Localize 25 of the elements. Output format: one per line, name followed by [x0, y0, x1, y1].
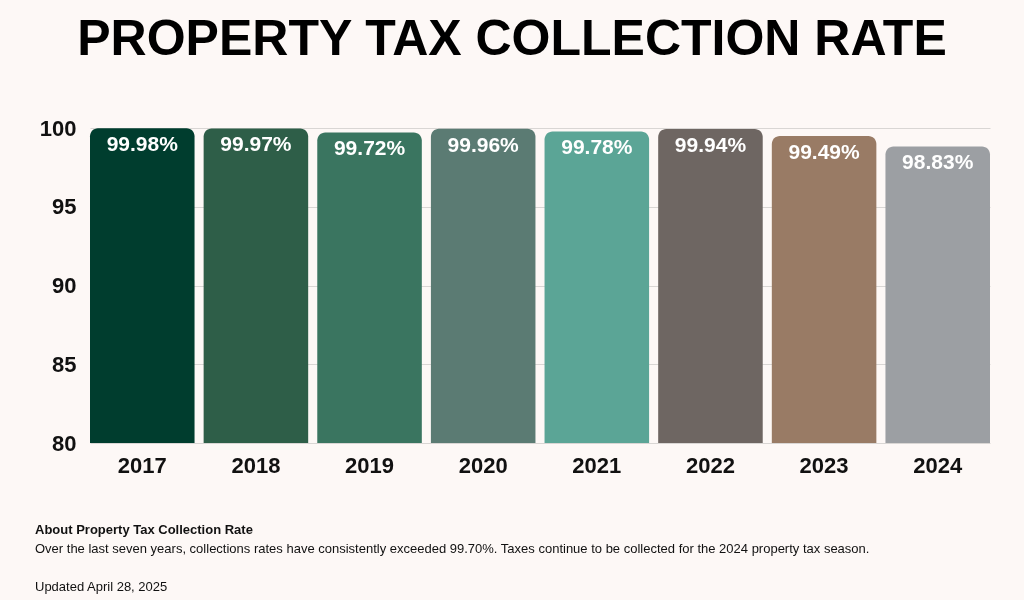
data-label: 99.78%	[561, 135, 633, 159]
chart-title: PROPERTY TAX COLLECTION RATE	[77, 10, 947, 66]
x-tick-label: 2022	[685, 452, 735, 478]
data-label: 99.97%	[220, 132, 292, 156]
y-tick-label: 100	[39, 115, 77, 141]
data-label: 99.94%	[674, 132, 747, 156]
x-tick-label: 2018	[231, 452, 281, 478]
data-label: 99.72%	[333, 136, 406, 160]
x-tick-label: 2020	[458, 452, 508, 478]
y-tick-label: 90	[52, 273, 77, 298]
text: Over the last seven years, collections rates have consistently exceeded 99.70%. Taxes continue to be collected for the 2024 property tax season.	[35, 541, 870, 556]
y-tick-label: 85	[52, 351, 77, 377]
x-tick-label: 2017	[117, 452, 167, 478]
data-label: 99.96%	[447, 132, 520, 156]
x-tick-label: 2023	[799, 452, 849, 478]
x-tick-label: 2024	[913, 452, 963, 478]
data-label: 98.83%	[902, 150, 974, 174]
text: About Property Tax Collection Rate	[35, 522, 253, 537]
y-tick-label: 95	[52, 194, 77, 220]
data-label: 99.98%	[106, 132, 179, 156]
data-label: 99.49%	[788, 140, 861, 164]
y-tick-label: 80	[52, 430, 77, 456]
x-tick-label: 2019	[345, 452, 395, 478]
x-tick-label: 2021	[572, 452, 622, 478]
text: Updated April 28, 2025	[35, 579, 168, 594]
